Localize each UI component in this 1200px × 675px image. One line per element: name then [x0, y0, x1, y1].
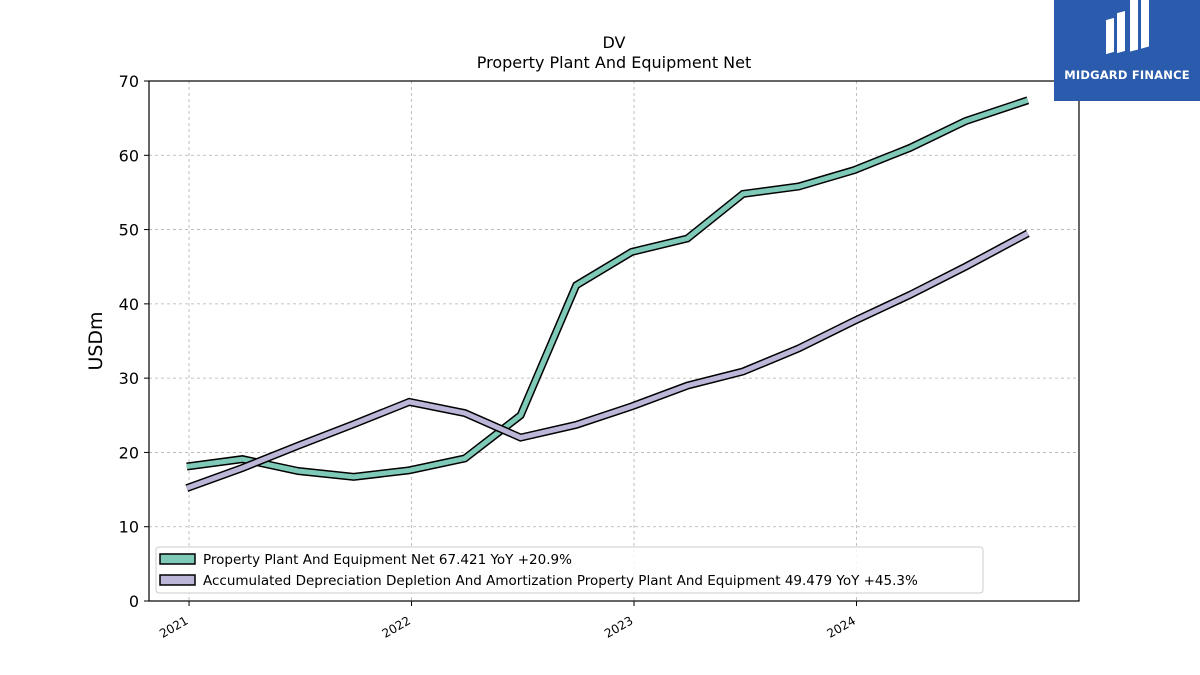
y-tick-label: 50: [119, 221, 139, 240]
y-tick-label: 70: [119, 72, 139, 91]
y-tick-label: 40: [119, 295, 139, 314]
x-tick-label: 2024: [825, 613, 858, 640]
series-0-outline: [186, 96, 1030, 481]
plot-frame: [148, 80, 1080, 602]
legend-swatch: [159, 553, 196, 565]
y-axis: 0 10 20 30 40 50 60 70: [119, 72, 149, 611]
y-tick-label: 60: [119, 146, 139, 165]
x-tick-label: 2022: [380, 613, 413, 640]
legend: Property Plant And Equipment Net 67.421 …: [155, 546, 984, 594]
y-tick-label: 0: [129, 592, 139, 611]
grid: [149, 80, 1079, 602]
y-tick-label: 30: [119, 369, 139, 388]
series-1-outline: [185, 229, 1030, 492]
series-0-line: [186, 97, 1029, 480]
chart-subtitle: Property Plant And Equipment Net: [477, 53, 752, 72]
series-lines: [185, 96, 1030, 492]
legend-swatch: [159, 574, 196, 586]
legend-label: Property Plant And Equipment Net 67.421 …: [203, 552, 572, 568]
x-axis: 2021 2022 2023 2024: [157, 601, 858, 641]
x-tick-label: 2021: [157, 613, 190, 640]
chart-title: DV: [603, 33, 626, 52]
logo-text: MIDGARD FINANCE: [1064, 68, 1190, 82]
legend-label: Accumulated Depreciation Depletion And A…: [203, 573, 918, 589]
legend-box: [155, 546, 984, 594]
midgard-finance-logo: MIDGARD FINANCE: [1054, 0, 1200, 101]
x-tick-label: 2023: [602, 613, 635, 640]
series-1-line: [185, 231, 1029, 491]
y-tick-label: 20: [119, 443, 139, 462]
y-tick-label: 10: [119, 518, 139, 537]
logo-mark-icon: [1106, 0, 1149, 55]
y-axis-label: USDm: [85, 311, 107, 370]
